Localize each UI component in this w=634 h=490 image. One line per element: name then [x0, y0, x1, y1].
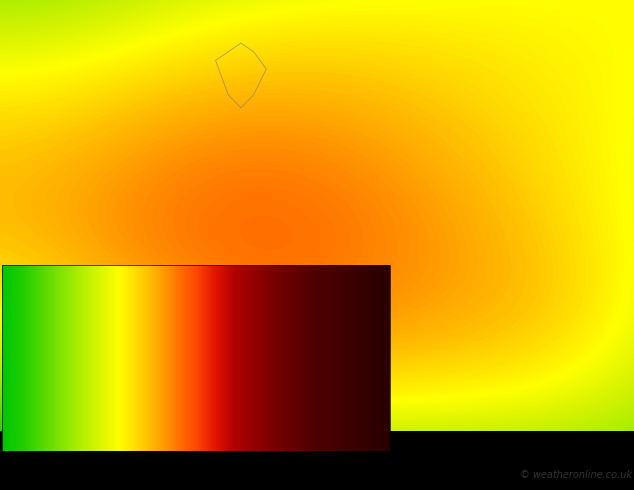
Text: RH 700 hPa Spread mean+σ [gpdm] ECMWF: RH 700 hPa Spread mean+σ [gpdm] ECMWF — [2, 438, 233, 448]
Text: Mo 03-06-2024 06:00 UTC (00+102): Mo 03-06-2024 06:00 UTC (00+102) — [432, 438, 632, 448]
Text: © weatheronline.co.uk: © weatheronline.co.uk — [520, 470, 632, 480]
